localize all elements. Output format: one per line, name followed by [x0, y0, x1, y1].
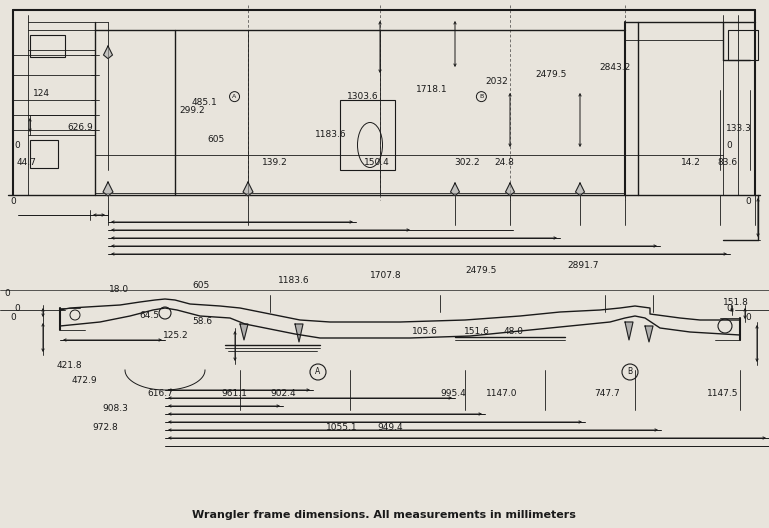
Text: 14.2: 14.2 — [681, 158, 701, 167]
Text: 1183.6: 1183.6 — [278, 276, 310, 286]
Text: 616.7: 616.7 — [147, 389, 173, 398]
Text: 949.4: 949.4 — [378, 423, 404, 432]
Text: 1147.0: 1147.0 — [486, 389, 517, 398]
Text: 0: 0 — [4, 289, 10, 298]
Text: 0: 0 — [726, 304, 732, 313]
Text: 139.2: 139.2 — [261, 158, 288, 167]
Bar — [30, 35, 65, 57]
Text: 626.9: 626.9 — [67, 123, 93, 133]
Polygon shape — [451, 183, 460, 195]
Text: 0: 0 — [745, 313, 751, 322]
Text: 2891.7: 2891.7 — [568, 261, 598, 270]
Bar — [728, 30, 758, 60]
Text: 2032: 2032 — [485, 77, 508, 87]
Text: 1147.5: 1147.5 — [707, 389, 738, 398]
Text: 0: 0 — [14, 141, 20, 150]
Polygon shape — [240, 324, 248, 340]
Text: 299.2: 299.2 — [179, 106, 205, 116]
Text: A: A — [315, 367, 321, 376]
Text: 908.3: 908.3 — [102, 404, 128, 413]
Text: 105.6: 105.6 — [412, 327, 438, 336]
Text: 0: 0 — [726, 141, 732, 150]
Text: 1055.1: 1055.1 — [325, 423, 358, 432]
Polygon shape — [104, 46, 112, 59]
Polygon shape — [243, 182, 253, 196]
Text: 605: 605 — [193, 281, 210, 290]
Text: 58.6: 58.6 — [192, 316, 212, 326]
Text: 18.0: 18.0 — [109, 285, 129, 295]
Text: 1183.6: 1183.6 — [315, 130, 347, 139]
Text: 472.9: 472.9 — [72, 375, 98, 385]
Text: 421.8: 421.8 — [56, 361, 82, 370]
Text: 961.1: 961.1 — [221, 389, 248, 398]
Text: Wrangler frame dimensions. All measurements in millimeters: Wrangler frame dimensions. All measureme… — [192, 510, 576, 520]
Polygon shape — [103, 182, 113, 196]
Text: 302.2: 302.2 — [454, 158, 480, 167]
Polygon shape — [625, 322, 633, 340]
Text: 0: 0 — [745, 197, 751, 206]
Text: 2479.5: 2479.5 — [465, 266, 496, 276]
Text: 24.8: 24.8 — [494, 158, 514, 167]
Text: 44.7: 44.7 — [16, 158, 36, 167]
Text: 125.2: 125.2 — [162, 331, 188, 341]
Text: 2843.2: 2843.2 — [600, 62, 631, 72]
Text: 972.8: 972.8 — [92, 423, 118, 432]
Polygon shape — [295, 324, 303, 342]
Text: 0: 0 — [14, 304, 20, 313]
Text: 2479.5: 2479.5 — [535, 70, 566, 79]
Text: 64.5: 64.5 — [139, 311, 159, 320]
Text: 747.7: 747.7 — [594, 389, 621, 398]
Text: 150.4: 150.4 — [364, 158, 390, 167]
Text: 1718.1: 1718.1 — [415, 84, 448, 94]
Text: 48.0: 48.0 — [504, 327, 524, 336]
Bar — [340, 100, 395, 170]
Text: 124: 124 — [33, 89, 50, 99]
Text: 0: 0 — [10, 197, 15, 206]
Text: 605: 605 — [208, 135, 225, 144]
Text: 83.6: 83.6 — [717, 158, 737, 167]
Text: 902.4: 902.4 — [270, 389, 296, 398]
Text: 485.1: 485.1 — [191, 98, 218, 108]
Text: A: A — [232, 94, 237, 99]
Text: 995.4: 995.4 — [441, 389, 467, 398]
Text: 151.8: 151.8 — [723, 297, 749, 307]
Text: B: B — [628, 367, 633, 376]
Text: 1707.8: 1707.8 — [370, 271, 402, 280]
Text: B: B — [479, 94, 484, 99]
Text: 0: 0 — [10, 313, 15, 322]
Polygon shape — [575, 183, 584, 195]
Polygon shape — [645, 326, 653, 342]
Text: 151.6: 151.6 — [464, 327, 490, 336]
Text: 133.3: 133.3 — [726, 124, 752, 133]
Polygon shape — [505, 183, 514, 195]
Text: 1303.6: 1303.6 — [347, 92, 379, 101]
Bar — [30, 140, 58, 168]
